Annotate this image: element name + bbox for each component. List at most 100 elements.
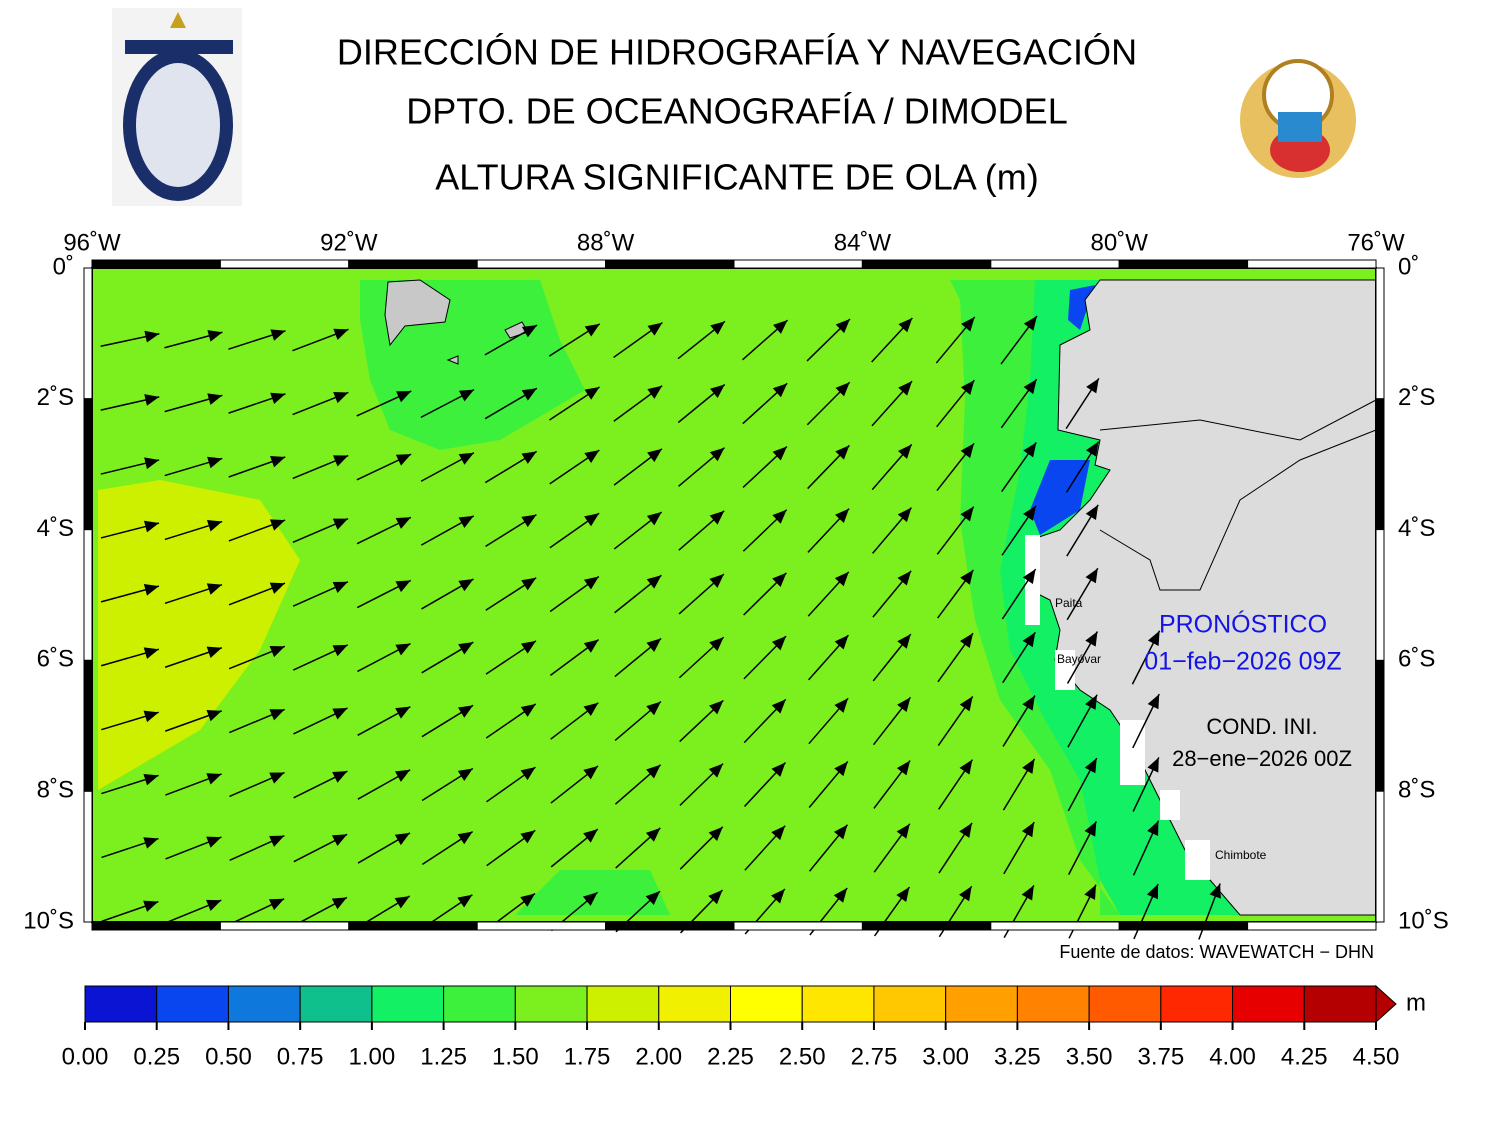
arrow-head bbox=[1085, 441, 1099, 457]
arrow-head bbox=[270, 456, 286, 468]
colorbar-tick-label: 4.50 bbox=[1353, 1043, 1400, 1070]
colorbar-tick-label: 1.50 bbox=[492, 1043, 539, 1070]
frame-bar bbox=[83, 529, 93, 661]
frame-bar bbox=[733, 921, 863, 931]
colorbar-tick-label: 3.75 bbox=[1137, 1043, 1184, 1070]
frame-bar bbox=[91, 259, 221, 269]
colorbar-segment bbox=[443, 985, 516, 1023]
colorbar-tick-label: 0.75 bbox=[277, 1043, 324, 1070]
frame-bar bbox=[83, 398, 93, 531]
colorbar-segment bbox=[371, 985, 445, 1023]
place-label: Paita bbox=[1055, 596, 1083, 610]
arrow-head bbox=[961, 316, 975, 332]
frame-bar bbox=[83, 790, 93, 923]
arrow-head bbox=[960, 506, 974, 522]
arrow-head bbox=[710, 384, 725, 399]
lat-tick-label: 6˚S bbox=[1398, 646, 1435, 673]
arrow-head bbox=[959, 696, 973, 712]
colorbar-tick-label: 3.50 bbox=[1066, 1043, 1113, 1070]
arrow-head bbox=[772, 446, 787, 461]
frame-bar bbox=[476, 259, 607, 269]
arrow-head bbox=[521, 514, 537, 528]
colorbar-segment bbox=[801, 985, 875, 1023]
colorbar-tick-label: 0.50 bbox=[205, 1043, 252, 1070]
arrow-head bbox=[396, 391, 412, 403]
frame-bar bbox=[1118, 921, 1249, 931]
arrow-head bbox=[1021, 822, 1035, 838]
arrow-head bbox=[708, 826, 723, 841]
arrow-head bbox=[1023, 442, 1037, 458]
frame-bar bbox=[83, 659, 93, 792]
frame-bar bbox=[219, 259, 350, 269]
colorbar-segment bbox=[945, 985, 1018, 1023]
arrow-head bbox=[332, 771, 348, 783]
arrow-head bbox=[1084, 758, 1097, 774]
colorbar-segment bbox=[84, 985, 158, 1023]
arrow-head bbox=[959, 822, 972, 838]
arrow-head bbox=[270, 329, 286, 341]
colorbar-segment bbox=[1088, 985, 1162, 1023]
arrow-head bbox=[458, 579, 474, 592]
arrow-head bbox=[331, 897, 347, 910]
arrow-head bbox=[143, 710, 159, 723]
arrow-head bbox=[269, 645, 285, 658]
frame-bar bbox=[219, 921, 350, 931]
arrow-head bbox=[333, 328, 349, 340]
arrow-head bbox=[1147, 757, 1159, 773]
arrow-head bbox=[834, 571, 849, 587]
arrow-head bbox=[896, 760, 911, 776]
lat-tick-label: 8˚S bbox=[37, 777, 74, 804]
frame-bar bbox=[1247, 921, 1377, 931]
colorbar-tick-label: 0.00 bbox=[62, 1043, 109, 1070]
arrow-head bbox=[1022, 632, 1036, 648]
arrow-head bbox=[959, 886, 972, 902]
arrow-head bbox=[772, 383, 788, 398]
arrow-head bbox=[584, 323, 600, 337]
lat-tick-label: 10˚S bbox=[1398, 907, 1449, 934]
arrow-head bbox=[897, 507, 912, 523]
colorbar-tick-label: 2.25 bbox=[707, 1043, 754, 1070]
colorbar-segment bbox=[1160, 985, 1234, 1023]
arrow-head bbox=[395, 580, 411, 593]
arrow-head bbox=[583, 576, 599, 590]
arrow-head bbox=[1147, 694, 1160, 710]
arrow-head bbox=[835, 319, 850, 334]
arrow-head bbox=[333, 455, 349, 467]
arrow-head bbox=[1147, 820, 1159, 836]
arrow-head bbox=[457, 831, 473, 845]
frame-bar bbox=[733, 259, 863, 269]
arrow-head bbox=[458, 705, 474, 718]
lon-tick-label: 76˚W bbox=[1347, 229, 1405, 256]
map-frame: 96˚W 92˚W 88˚W 84˚W 80˚W 76˚W0˚ 0˚2˚S 2˚S4˚S 4˚S… bbox=[23, 229, 1448, 934]
arrow-head bbox=[333, 392, 349, 404]
arrow-head bbox=[1021, 885, 1034, 901]
arrow-head bbox=[896, 823, 910, 839]
title-line: DIRECCIÓN DE HIDROGRAFÍA Y NAVEGACIÓN bbox=[337, 32, 1137, 73]
arrow-head bbox=[1022, 758, 1035, 774]
arrow-head bbox=[458, 452, 474, 465]
arrow-head bbox=[332, 708, 348, 720]
colorbar-segment bbox=[873, 985, 947, 1023]
arrow-head bbox=[897, 444, 912, 459]
arrow-head bbox=[1209, 883, 1221, 899]
arrow-head bbox=[1085, 694, 1098, 710]
colorbar-tick-label: 1.25 bbox=[420, 1043, 467, 1070]
colorbar-tick-label: 2.75 bbox=[851, 1043, 898, 1070]
colorbar-tick-label: 0.25 bbox=[133, 1043, 180, 1070]
lon-tick-label: 84˚W bbox=[834, 229, 892, 256]
arrow-head bbox=[646, 575, 662, 589]
arrow-head bbox=[270, 392, 286, 405]
arrow-head bbox=[584, 513, 600, 527]
frame-bar bbox=[1118, 259, 1249, 269]
arrow-head bbox=[458, 642, 474, 655]
title-line: DPTO. DE OCEANOGRAFÍA / DIMODEL bbox=[406, 91, 1067, 132]
colorbar-unit: m bbox=[1406, 989, 1426, 1016]
wave-field bbox=[91, 267, 1377, 940]
arrow-head bbox=[520, 893, 536, 907]
arrow-head bbox=[1085, 631, 1098, 647]
arrow-head bbox=[143, 837, 159, 849]
colorbar-segment bbox=[227, 985, 301, 1023]
arrow-head bbox=[207, 330, 223, 342]
lat-tick-label: 6˚S bbox=[37, 646, 74, 673]
